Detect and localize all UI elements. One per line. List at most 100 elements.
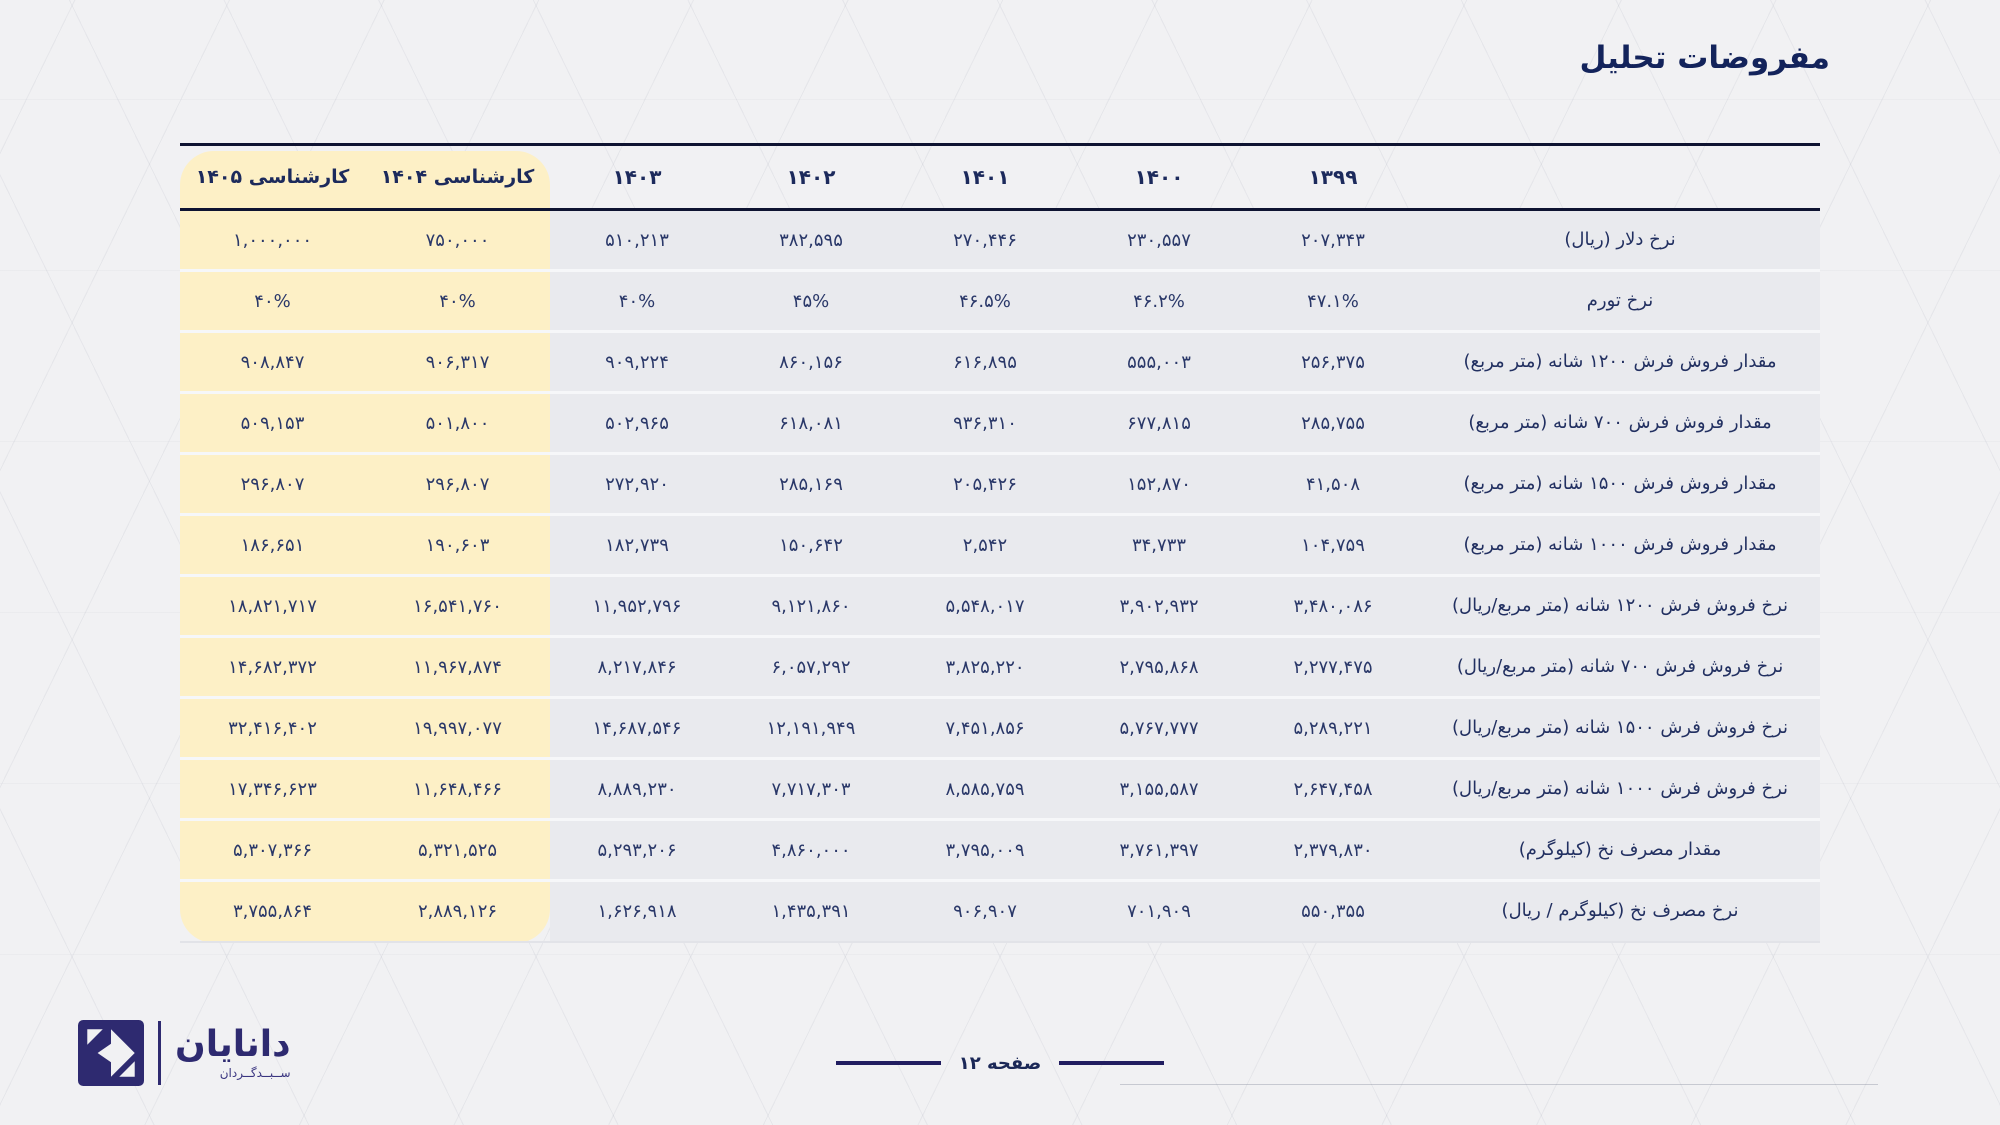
value-cell: ۲,۵۴۲ xyxy=(898,516,1072,574)
value-cell: ۱۹,۹۹۷,۰۷۷ xyxy=(413,717,502,739)
value-cell: ۹,۱۲۱,۸۶۰ xyxy=(724,577,898,635)
table-row: مقدار فروش فرش ۱۵۰۰ شانه (متر مربع) ۴۱,۵۰… xyxy=(180,455,1820,516)
value-cell: ۵,۲۹۳,۲۰۶ xyxy=(550,821,724,879)
value-cell: ۲,۷۹۵,۸۶۸ xyxy=(1072,638,1246,696)
page-number: صفحه ۱۲ xyxy=(835,1048,1165,1078)
table-row: نرخ تورم ۴۷.۱% ۴۶.۲% ۴۶.۵% ۴۵% ۴۰% ۴۰% ۴۰% xyxy=(180,272,1820,333)
table-header-row: ۱۳۹۹ ۱۴۰۰ ۱۴۰۱ ۱۴۰۲ ۱۴۰۳ کارشناسی ۱۴۰۴ کارشناس… xyxy=(180,146,1820,211)
row-label: مقدار مصرف نخ (کیلوگرم) xyxy=(1420,821,1820,879)
header-row-label-cell xyxy=(1420,146,1820,208)
value-cell: ۹۳۶,۳۱۰ xyxy=(898,394,1072,452)
value-cell: ۴۰% xyxy=(439,290,476,312)
value-cell: ۱۶,۵۴۱,۷۶۰ xyxy=(413,595,502,617)
value-cell: ۹۰۸,۸۴۷ xyxy=(240,351,305,373)
header-year-cell: ۱۴۰۰ xyxy=(1134,165,1184,189)
value-cell: ۱۱,۹۶۷,۸۷۴ xyxy=(413,656,502,678)
value-cell: ۵,۲۸۹,۲۲۱ xyxy=(1246,699,1420,757)
row-label: مقدار فروش فرش ۷۰۰ شانه (متر مربع) xyxy=(1420,394,1820,452)
table-row: نرخ دلار (ریال) ۲۰۷,۳۴۳ ۲۳۰,۵۵۷ ۲۷۰,۴۴۶ ۳۸۲,… xyxy=(180,211,1820,272)
row-label: نرخ فروش فرش ۱۰۰۰ شانه (متر مربع/ریال) xyxy=(1420,760,1820,818)
page-number-line-right xyxy=(1059,1061,1165,1065)
value-cell: ۲,۲۷۷,۴۷۵ xyxy=(1246,638,1420,696)
page-number-line-left xyxy=(835,1061,941,1065)
value-cell: ۳,۷۶۱,۳۹۷ xyxy=(1072,821,1246,879)
row-label: نرخ دلار (ریال) xyxy=(1420,211,1820,269)
value-cell: ۲۰۵,۴۲۶ xyxy=(898,455,1072,513)
value-cell: ۲۷۲,۹۲۰ xyxy=(550,455,724,513)
value-cell: ۱۷,۳۴۶,۶۲۳ xyxy=(228,778,317,800)
value-cell: ۱۵۰,۶۴۲ xyxy=(724,516,898,574)
value-cell: ۱۹۰,۶۰۳ xyxy=(425,534,490,556)
value-cell: ۳,۷۹۵,۰۰۹ xyxy=(898,821,1072,879)
value-cell: ۴۰% xyxy=(550,272,724,330)
value-cell: ۴۷.۱% xyxy=(1246,272,1420,330)
value-cell: ۱,۶۲۶,۹۱۸ xyxy=(550,882,724,941)
logo-divider xyxy=(158,1021,161,1085)
value-cell: ۱۸۶,۶۵۱ xyxy=(240,534,305,556)
row-label: نرخ تورم xyxy=(1420,272,1820,330)
value-cell: ۹۰۶,۹۰۷ xyxy=(898,882,1072,941)
value-cell: ۵۵۰,۳۵۵ xyxy=(1246,882,1420,941)
value-cell: ۶۱۶,۸۹۵ xyxy=(898,333,1072,391)
table-row: نرخ فروش فرش ۱۵۰۰ شانه (متر مربع/ریال) ۵,… xyxy=(180,699,1820,760)
value-cell: ۲,۶۴۷,۴۵۸ xyxy=(1246,760,1420,818)
header-year-cell: ۱۴۰۱ xyxy=(960,165,1010,189)
value-cell: ۵,۳۲۱,۵۲۵ xyxy=(417,839,498,861)
value-cell: ۵۰۱,۸۰۰ xyxy=(425,412,490,434)
header-year-cell: کارشناسی ۱۴۰۴ xyxy=(380,166,535,188)
value-cell: ۵۱۰,۲۱۳ xyxy=(550,211,724,269)
value-cell: ۳۲,۴۱۶,۴۰۲ xyxy=(228,717,317,739)
value-cell: ۱۱,۹۵۲,۷۹۶ xyxy=(550,577,724,635)
table-row: مقدار مصرف نخ (کیلوگرم) ۲,۳۷۹,۸۳۰ ۳,۷۶۱,۳۹… xyxy=(180,821,1820,882)
value-cell: ۷,۷۱۷,۳۰۳ xyxy=(724,760,898,818)
row-label: نرخ فروش فرش ۱۵۰۰ شانه (متر مربع/ریال) xyxy=(1420,699,1820,757)
value-cell: ۳۴,۷۳۳ xyxy=(1072,516,1246,574)
table-row: نرخ فروش فرش ۱۰۰۰ شانه (متر مربع/ریال) ۲,… xyxy=(180,760,1820,821)
value-cell: ۲۵۶,۳۷۵ xyxy=(1246,333,1420,391)
value-cell: ۱۲,۱۹۱,۹۴۹ xyxy=(724,699,898,757)
value-cell: ۵۵۵,۰۰۳ xyxy=(1072,333,1246,391)
value-cell: ۴۱,۵۰۸ xyxy=(1246,455,1420,513)
value-cell: ۲,۸۸۹,۱۲۶ xyxy=(417,901,498,922)
value-cell: ۶,۰۵۷,۲۹۲ xyxy=(724,638,898,696)
value-cell: ۱۵۲,۸۷۰ xyxy=(1072,455,1246,513)
value-cell: ۷,۴۵۱,۸۵۶ xyxy=(898,699,1072,757)
row-label: مقدار فروش فرش ۱۰۰۰ شانه (متر مربع) xyxy=(1420,516,1820,574)
value-cell: ۵۰۹,۱۵۳ xyxy=(240,412,305,434)
assumptions-table: ۱۳۹۹ ۱۴۰۰ ۱۴۰۱ ۱۴۰۲ ۱۴۰۳ کارشناسی ۱۴۰۴ کارشناس… xyxy=(180,143,1820,943)
value-cell: ۳,۴۸۰,۰۸۶ xyxy=(1246,577,1420,635)
value-cell: ۸,۸۸۹,۲۳۰ xyxy=(550,760,724,818)
value-cell: ۵,۳۰۷,۳۶۶ xyxy=(232,839,313,861)
header-year-cell: ۱۴۰۳ xyxy=(612,165,662,189)
header-year-cell: ۱۴۰۲ xyxy=(786,165,836,189)
value-cell: ۲,۳۷۹,۸۳۰ xyxy=(1246,821,1420,879)
value-cell: ۲۸۵,۷۵۵ xyxy=(1246,394,1420,452)
row-label: مقدار فروش فرش ۱۵۰۰ شانه (متر مربع) xyxy=(1420,455,1820,513)
value-cell: ۱۱,۶۴۸,۴۶۶ xyxy=(413,778,502,800)
value-cell: ۹۰۶,۳۱۷ xyxy=(425,351,490,373)
value-cell: ۳۸۲,۵۹۵ xyxy=(724,211,898,269)
value-cell: ۴۵% xyxy=(724,272,898,330)
logo-icon xyxy=(78,1020,144,1086)
row-label: نرخ فروش فرش ۱۲۰۰ شانه (متر مربع/ریال) xyxy=(1420,577,1820,635)
brand-logo: دانایان ســبــدگــردان xyxy=(78,1020,291,1086)
logo-text: دانایان ســبــدگــردان xyxy=(175,1026,291,1080)
value-cell: ۷۵۰,۰۰۰ xyxy=(425,229,490,251)
value-cell: ۳,۱۵۵,۵۸۷ xyxy=(1072,760,1246,818)
background-guide-line xyxy=(1120,1084,1878,1085)
header-year-cell: کارشناسی ۱۴۰۵ xyxy=(195,166,350,188)
table-row: نرخ مصرف نخ (کیلوگرم / ریال) ۵۵۰,۳۵۵ ۷۰۱,۹… xyxy=(180,882,1820,943)
value-cell: ۵,۷۶۷,۷۷۷ xyxy=(1072,699,1246,757)
value-cell: ۱۴,۶۸۲,۳۷۲ xyxy=(228,656,317,678)
page-title: مفروضات تحلیل xyxy=(1579,40,1830,76)
table-row: مقدار فروش فرش ۱۰۰۰ شانه (متر مربع) ۱۰۴,۷… xyxy=(180,516,1820,577)
value-cell: ۶۱۸,۰۸۱ xyxy=(724,394,898,452)
value-cell: ۷۰۱,۹۰۹ xyxy=(1072,882,1246,941)
value-cell: ۲۹۶,۸۰۷ xyxy=(425,473,490,495)
table-row: مقدار فروش فرش ۷۰۰ شانه (متر مربع) ۲۸۵,۷۵… xyxy=(180,394,1820,455)
value-cell: ۵,۵۴۸,۰۱۷ xyxy=(898,577,1072,635)
value-cell: ۲۸۵,۱۶۹ xyxy=(724,455,898,513)
table-row: مقدار فروش فرش ۱۲۰۰ شانه (متر مربع) ۲۵۶,۳… xyxy=(180,333,1820,394)
value-cell: ۱۸۲,۷۳۹ xyxy=(550,516,724,574)
value-cell: ۳,۸۲۵,۲۲۰ xyxy=(898,638,1072,696)
